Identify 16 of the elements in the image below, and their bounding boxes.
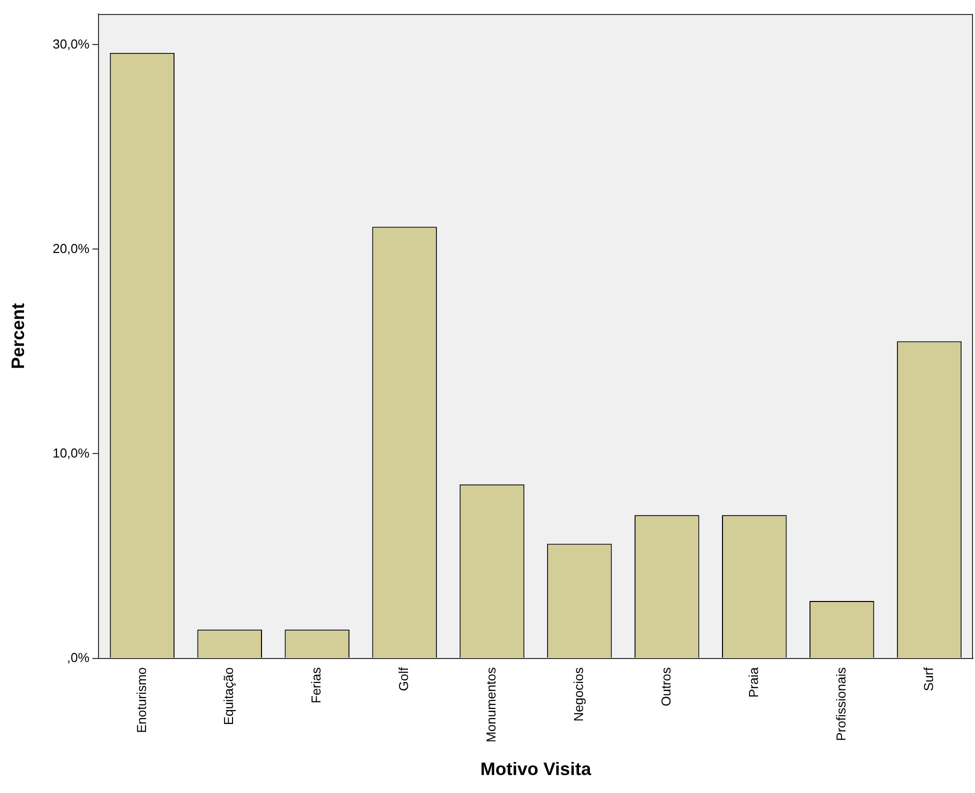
x-tick-label: Ferias bbox=[308, 666, 324, 704]
x-tick-label: Praia bbox=[746, 666, 761, 698]
x-tick-label: Profissionais bbox=[833, 666, 848, 741]
x-axis-title: Motivo Visita bbox=[480, 759, 592, 780]
x-tick-label: Equitação bbox=[221, 667, 236, 726]
x-tick-label: Golf bbox=[396, 666, 412, 692]
x-tick-label: Surf bbox=[920, 666, 936, 692]
x-tick-label: Monumentos bbox=[484, 666, 499, 742]
y-tick-label: 10,0% bbox=[52, 445, 90, 460]
x-tick-label: Outros bbox=[658, 666, 674, 706]
y-tick-label: ,0% bbox=[67, 650, 90, 665]
y-axis-title: Percent bbox=[8, 303, 28, 370]
y-tick-label: 30,0% bbox=[52, 36, 90, 52]
x-tick-label: Enoturismo bbox=[134, 667, 149, 733]
y-tick-label: 20,0% bbox=[52, 240, 90, 256]
x-tick-label: Negocios bbox=[571, 666, 586, 722]
